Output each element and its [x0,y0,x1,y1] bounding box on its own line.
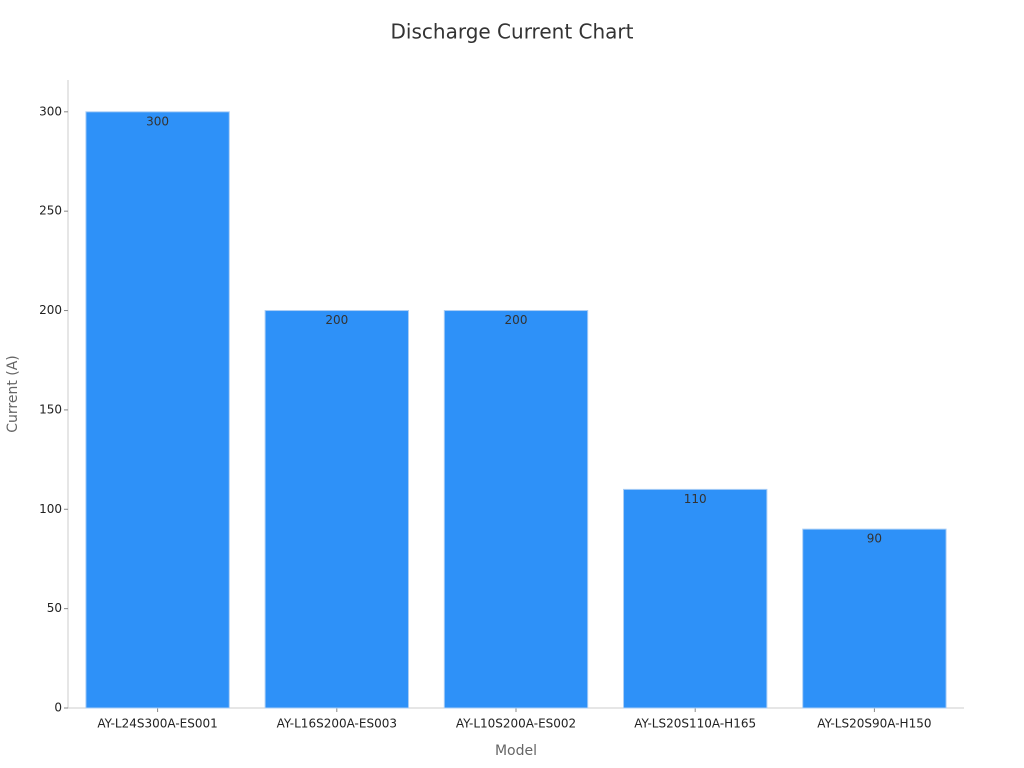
chart-title: Discharge Current Chart [391,20,634,44]
y-tick-label: 50 [47,601,62,615]
y-tick-label: 100 [39,502,62,516]
bar [85,111,230,709]
x-tick-label: AY-LS20S90A-H150 [817,717,931,731]
x-axis-title: Model [495,743,537,759]
value-label: 200 [505,313,528,327]
y-tick-label: 300 [39,104,62,118]
bar [623,488,768,709]
y-axis-title: Current (A) [5,355,21,433]
value-label: 90 [867,532,882,546]
value-label: 200 [325,313,348,327]
y-tick-label: 200 [39,303,62,317]
value-label: 300 [146,114,169,128]
x-tick-label: AY-L16S200A-ES003 [277,717,397,731]
bar [443,310,589,709]
bar [264,310,409,709]
x-tick-label: AY-L24S300A-ES001 [97,717,217,731]
value-label: 110 [684,492,707,506]
y-tick-label: 250 [39,204,62,218]
y-tick-label: 0 [54,701,62,715]
x-tick-label: AY-LS20S110A-H165 [634,717,756,731]
x-tick-label: AY-L10S200A-ES002 [456,717,576,731]
bar [802,528,947,709]
y-tick-label: 150 [39,402,62,416]
